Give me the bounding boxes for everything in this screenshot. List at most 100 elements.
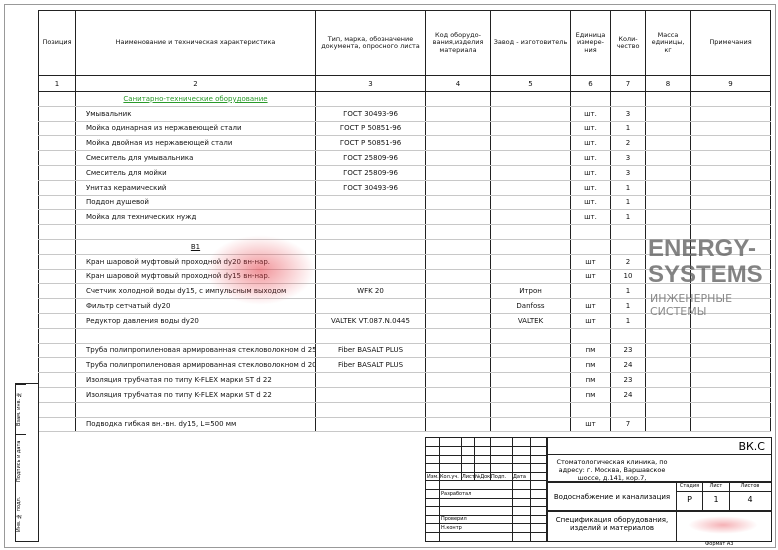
cell-note xyxy=(690,239,771,255)
cell-note xyxy=(690,298,771,314)
cell-code xyxy=(425,298,491,314)
cell-name: Смеситель для мойки xyxy=(75,165,316,181)
cell-maker xyxy=(490,135,571,152)
cell-type xyxy=(315,91,426,107)
column-number: 3 xyxy=(315,75,426,92)
cell-qty xyxy=(610,239,646,255)
table-row: Труба полипропиленовая армированная стек… xyxy=(38,343,771,359)
cell-maker xyxy=(490,224,571,240)
cell-name: Труба полипропиленовая армированная стек… xyxy=(75,357,316,374)
cell-type xyxy=(315,372,426,388)
table-row: Санитарно-технические оборудование xyxy=(38,91,771,107)
cell-pos xyxy=(38,372,76,388)
cell-code xyxy=(425,209,491,226)
cell-mass xyxy=(645,417,691,433)
cell-mass xyxy=(645,372,691,388)
cell-mass xyxy=(645,328,691,344)
cell-qty xyxy=(610,328,646,344)
cell-maker xyxy=(490,357,571,374)
cell-note xyxy=(690,106,771,122)
column-header: Наименование и техническая характеристик… xyxy=(75,10,316,76)
column-number: 9 xyxy=(690,75,771,92)
company-logo xyxy=(688,516,758,534)
cell-code xyxy=(425,343,491,359)
table-row: Изоляция трубчатая по типу K-FLEX марки … xyxy=(38,372,771,388)
column-number: 4 xyxy=(425,75,491,92)
cell-qty: 2 xyxy=(610,254,646,270)
specification-table: Позиция Наименование и техническая характ… xyxy=(38,10,771,433)
cell-unit: шт xyxy=(570,417,611,433)
cell-qty: 23 xyxy=(610,372,646,388)
cell-mass xyxy=(645,343,691,359)
cell-type xyxy=(315,328,426,344)
cell-name: Санитарно-технические оборудование xyxy=(75,91,316,107)
cell-code xyxy=(425,150,491,166)
cell-code xyxy=(425,417,491,433)
cell-unit: шт. xyxy=(570,180,611,196)
cell-pos xyxy=(38,269,76,285)
cell-maker: VALTEK xyxy=(490,313,571,329)
stamp-role: Разработал xyxy=(441,491,472,497)
table-row: Изоляция трубчатая по типу K-FLEX марки … xyxy=(38,387,771,403)
format-label: Формат А3 xyxy=(705,541,734,547)
cell-unit: пм xyxy=(570,387,611,403)
cell-unit xyxy=(570,402,611,418)
cell-note xyxy=(690,402,771,418)
cell-maker xyxy=(490,209,571,226)
cell-type: ГОСТ 25809-96 xyxy=(315,150,426,166)
cell-unit xyxy=(570,283,611,300)
cell-qty: 1 xyxy=(610,209,646,226)
cell-note xyxy=(690,224,771,240)
cell-note xyxy=(690,195,771,211)
cell-type xyxy=(315,209,426,226)
side-stamp: Взам. инв. № xyxy=(16,384,26,433)
cell-note xyxy=(690,135,771,152)
cell-qty: 1 xyxy=(610,195,646,211)
cell-code xyxy=(425,224,491,240)
cell-code xyxy=(425,106,491,122)
cell-type xyxy=(315,402,426,418)
cell-qty: 7 xyxy=(610,417,646,433)
cell-note xyxy=(690,254,771,270)
cell-maker xyxy=(490,106,571,122)
cell-pos xyxy=(38,121,76,137)
cell-maker xyxy=(490,239,571,255)
cell-unit: пм xyxy=(570,343,611,359)
table-row: Поддон душевой шт. 1 xyxy=(38,195,771,211)
cell-unit xyxy=(570,239,611,255)
cell-name: Мойка для технических нужд xyxy=(75,209,316,226)
cell-qty: 1 xyxy=(610,283,646,300)
cell-note xyxy=(690,91,771,107)
cell-note xyxy=(690,328,771,344)
stamp-col-label: Кол.уч. xyxy=(440,474,459,480)
cell-name: Унитаз керамический xyxy=(75,180,316,196)
column-header: Единица измере-ния xyxy=(570,10,611,76)
cell-maker xyxy=(490,417,571,433)
cell-mass xyxy=(645,150,691,166)
cell-mass xyxy=(645,402,691,418)
cell-name: Смеситель для умывальника xyxy=(75,150,316,166)
cell-qty: 2 xyxy=(610,135,646,152)
cell-unit: пм xyxy=(570,357,611,374)
cell-maker: Итрон xyxy=(490,283,571,300)
cell-name: Изоляция трубчатая по типу K-FLEX марки … xyxy=(75,372,316,388)
cell-type: ГОСТ Р 50851-96 xyxy=(315,135,426,152)
cell-note xyxy=(690,150,771,166)
cell-type: Fiber BASALT PLUS xyxy=(315,343,426,359)
cell-pos xyxy=(38,209,76,226)
cell-unit: пм xyxy=(570,372,611,388)
section-name: Водоснабжение и канализация xyxy=(553,493,671,501)
cell-unit: шт xyxy=(570,298,611,314)
table-row xyxy=(38,328,771,344)
cell-name: Мойка одинарная из нержавеющей стали xyxy=(75,121,316,137)
cell-pos xyxy=(38,239,76,255)
cell-qty: 3 xyxy=(610,165,646,181)
cell-pos xyxy=(38,91,76,107)
cell-qty: 23 xyxy=(610,343,646,359)
table-row: Умывальник ГОСТ 30493-96 шт. 3 xyxy=(38,106,771,122)
cell-code xyxy=(425,372,491,388)
cell-maker xyxy=(490,195,571,211)
cell-qty xyxy=(610,402,646,418)
cell-type: ГОСТ 30493-96 xyxy=(315,180,426,196)
cell-unit: шт. xyxy=(570,150,611,166)
